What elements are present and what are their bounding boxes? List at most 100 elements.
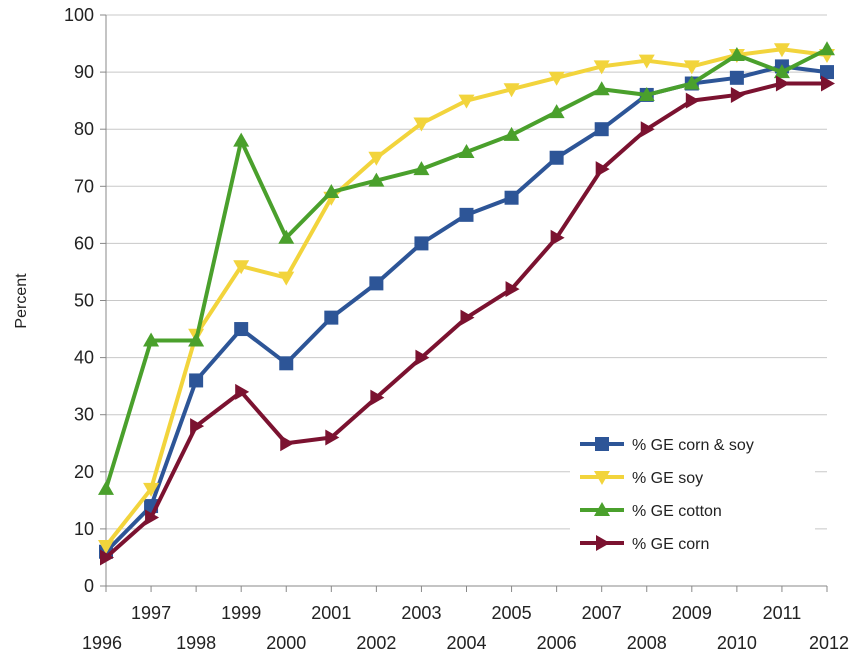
x-tick-label: 2005 (492, 603, 532, 623)
data-point (414, 236, 429, 251)
data-point (549, 150, 564, 165)
data-point (775, 75, 790, 92)
x-tick-label: 2010 (717, 633, 757, 653)
data-point (593, 60, 610, 75)
data-point (369, 276, 384, 291)
data-point (190, 418, 205, 435)
legend-label: % GE soy (632, 470, 703, 487)
legend-item-0: % GE corn & soy (580, 437, 754, 454)
x-tick-label: 1996 (82, 633, 122, 653)
data-point (233, 260, 250, 275)
data-point (415, 349, 430, 366)
data-point (280, 435, 295, 452)
legend-label: % GE corn & soy (632, 437, 754, 454)
data-point (773, 43, 790, 58)
data-point (550, 229, 565, 246)
series-2 (98, 41, 835, 495)
series-3 (100, 75, 835, 566)
y-tick-label: 60 (74, 233, 94, 253)
legend-item-1: % GE soy (580, 470, 703, 487)
data-point (278, 271, 295, 286)
x-tick-label: 1998 (176, 633, 216, 653)
y-tick-labels: 0 10 20 30 40 50 60 70 80 90 100 (64, 5, 94, 596)
legend-label: % GE corn (632, 536, 709, 553)
data-point (234, 322, 249, 337)
data-point (683, 75, 700, 90)
y-axis-label: Percent (13, 273, 30, 329)
y-tick-label: 30 (74, 405, 94, 425)
series-line (104, 47, 828, 490)
data-point (821, 75, 835, 92)
data-point (820, 65, 834, 80)
x-tick-label: 2000 (266, 633, 306, 653)
data-point (459, 207, 474, 222)
legend-item-2: % GE cotton (580, 502, 722, 520)
x-tick-label: 2001 (311, 603, 351, 623)
y-tick-label: 0 (84, 576, 94, 596)
data-point (595, 161, 610, 178)
y-tick-label: 50 (74, 291, 94, 311)
series-group (98, 41, 835, 566)
data-point (143, 482, 160, 497)
legend-swatch-marker (595, 437, 609, 451)
data-point (458, 144, 475, 159)
y-tick-label: 80 (74, 119, 94, 139)
data-point (233, 132, 250, 147)
data-point (368, 151, 385, 166)
data-point (773, 64, 790, 79)
data-point (819, 41, 835, 56)
data-point (143, 332, 160, 347)
data-point (279, 356, 294, 371)
data-point (460, 309, 475, 326)
data-point (503, 83, 520, 98)
x-tick-label: 2011 (763, 603, 802, 623)
data-point (145, 509, 160, 526)
legend-swatch-marker (594, 471, 610, 485)
x-tick-label: 2002 (356, 633, 396, 653)
data-point (683, 60, 700, 75)
x-tick-label: 2012 (809, 633, 849, 653)
data-point (593, 81, 610, 96)
legend-label: % GE cotton (632, 503, 722, 520)
data-point (685, 92, 700, 109)
data-point (188, 332, 205, 347)
y-tick-label: 90 (74, 62, 94, 82)
data-point (323, 184, 340, 199)
data-point (638, 54, 655, 69)
data-point (324, 310, 339, 325)
data-point (729, 70, 744, 85)
data-point (98, 480, 114, 495)
data-point (235, 383, 250, 400)
data-point (548, 71, 565, 86)
x-tick-label: 2009 (672, 603, 712, 623)
legend-swatch-marker (594, 502, 610, 516)
x-tick-label: 2007 (582, 603, 622, 623)
x-tick-label: 2008 (627, 633, 667, 653)
data-point (503, 126, 520, 141)
data-point (505, 281, 520, 298)
y-tick-label: 10 (74, 519, 94, 539)
legend: % GE corn & soy % GE soy % GE cotton % GE c… (570, 428, 815, 564)
data-point (325, 429, 340, 446)
y-tick-label: 20 (74, 462, 94, 482)
x-tick-label: 2006 (537, 633, 577, 653)
data-point (594, 122, 609, 137)
x-tick-label: 2003 (401, 603, 441, 623)
y-tick-label: 70 (74, 176, 94, 196)
legend-swatch-marker (596, 535, 610, 551)
legend-item-3: % GE corn (580, 535, 709, 553)
data-point (98, 540, 114, 555)
data-point (189, 373, 204, 388)
data-point (504, 190, 519, 205)
data-point (638, 86, 655, 101)
data-point (640, 121, 655, 138)
data-point (728, 46, 745, 61)
x-tick-label: 2004 (446, 633, 486, 653)
y-tick-label: 100 (64, 5, 94, 25)
y-tick-label: 40 (74, 348, 94, 368)
data-point (368, 172, 385, 187)
data-point (370, 389, 385, 406)
x-tick-label: 1999 (221, 603, 261, 623)
